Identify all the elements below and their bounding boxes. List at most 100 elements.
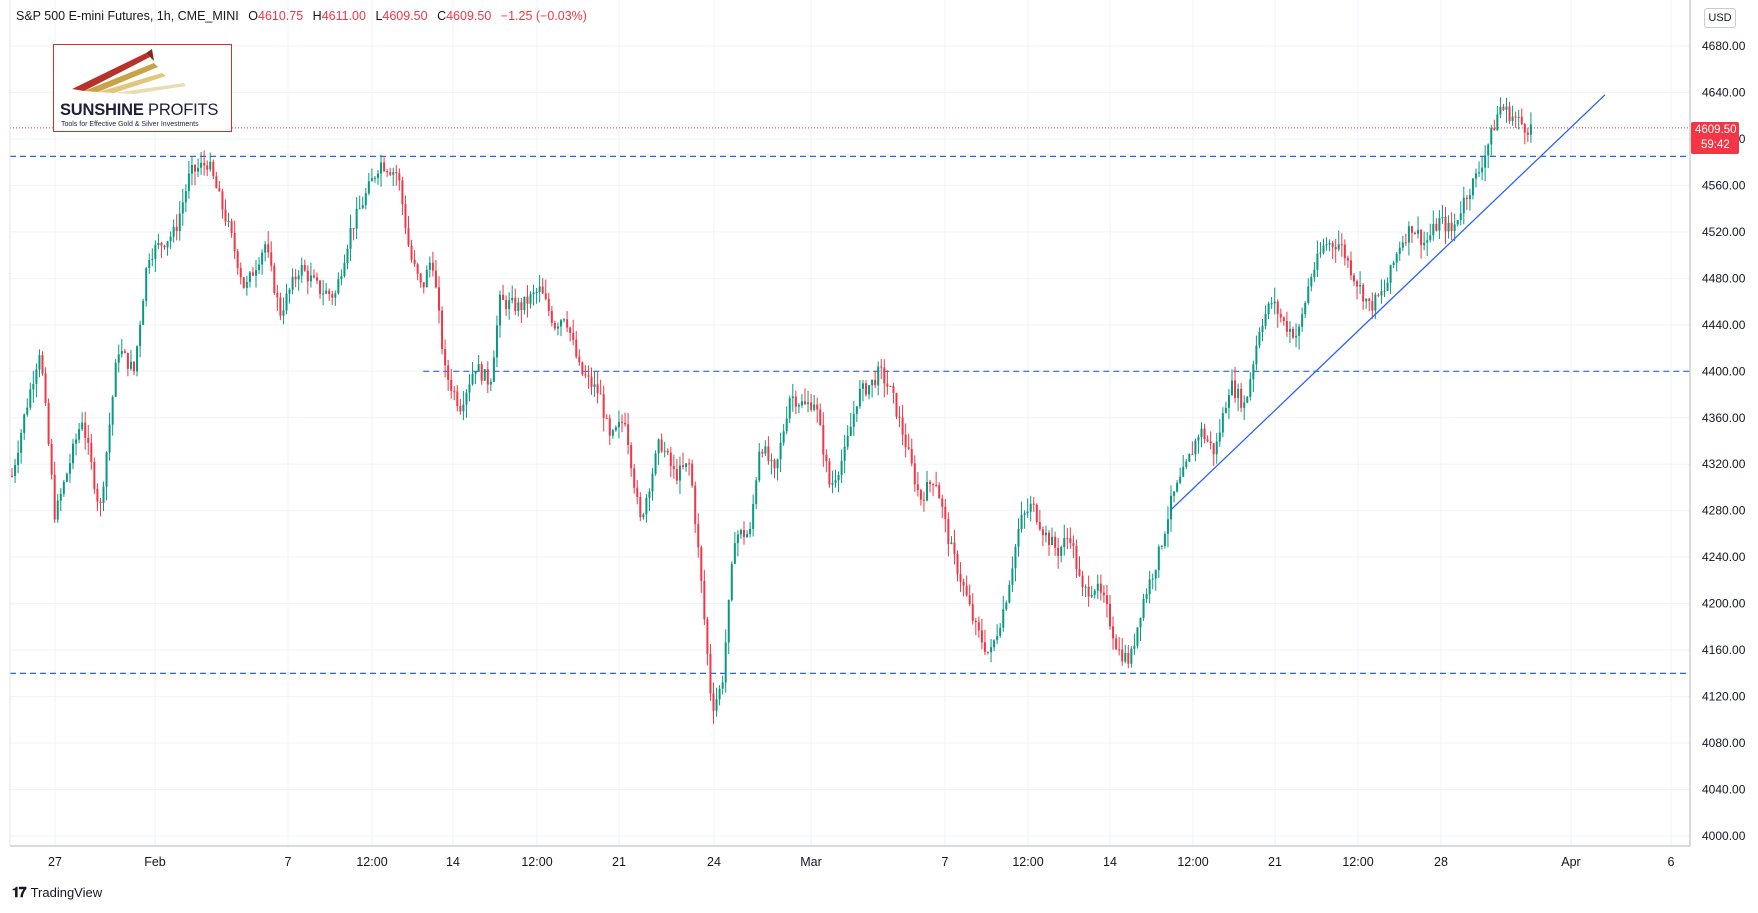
candle	[1032, 497, 1035, 512]
candle	[782, 423, 785, 446]
candle	[227, 212, 230, 228]
x-tick-label: 12:00	[1342, 855, 1373, 869]
candle	[785, 406, 788, 435]
candle	[139, 320, 142, 358]
logo-brand: SUNSHINE PROFITS	[60, 101, 218, 120]
candle	[654, 450, 657, 476]
logo-swoosh-icon	[72, 49, 186, 94]
candle	[544, 279, 547, 301]
candle	[291, 268, 294, 295]
candle	[1438, 210, 1441, 240]
logo-brand-bold: SUNSHINE	[60, 101, 144, 119]
candle	[703, 569, 706, 626]
candle	[23, 413, 26, 440]
candle	[477, 354, 480, 372]
candle	[1173, 491, 1176, 503]
candle	[977, 616, 980, 638]
candle	[813, 394, 816, 412]
candle	[1377, 293, 1380, 298]
candle	[1121, 637, 1124, 666]
candle	[1051, 527, 1054, 545]
candle	[62, 479, 65, 497]
candle	[819, 403, 822, 426]
candle	[236, 248, 239, 275]
x-tick-label: 24	[707, 855, 721, 869]
candle	[1109, 594, 1111, 630]
candle	[1450, 212, 1453, 241]
candle	[1319, 241, 1322, 258]
candle	[599, 379, 602, 395]
candle	[17, 440, 20, 474]
candle	[358, 195, 361, 210]
candle	[642, 512, 645, 520]
candle	[306, 265, 309, 295]
candle	[35, 363, 38, 398]
candle	[1276, 299, 1279, 328]
candle	[1008, 580, 1011, 604]
candle	[804, 388, 806, 406]
candle	[660, 433, 663, 454]
candle	[355, 197, 358, 240]
candle	[706, 616, 709, 666]
candle	[1414, 231, 1416, 235]
candle	[855, 406, 858, 422]
candle	[1392, 260, 1395, 268]
current-price-value: 4609.50	[1695, 124, 1737, 136]
candle	[1484, 145, 1487, 182]
high-value: 4611.00	[321, 9, 366, 23]
logo-brand-thin: PROFITS	[143, 101, 219, 119]
candle	[453, 385, 456, 401]
symbol-title[interactable]: S&P 500 E-mini Futures, 1h, CME_MINI	[16, 9, 239, 23]
candle	[700, 545, 703, 593]
candle	[264, 241, 267, 262]
candle	[944, 498, 947, 533]
candle	[422, 282, 425, 294]
logo-tagline: Tools for Effective Gold & Silver Invest…	[61, 121, 199, 128]
candle	[1243, 395, 1246, 421]
candle	[499, 290, 501, 338]
candle	[160, 241, 163, 258]
candle	[480, 361, 483, 385]
candle	[584, 365, 587, 379]
candle	[1441, 204, 1444, 224]
candle	[733, 532, 736, 565]
candle	[163, 244, 166, 250]
candle	[1435, 218, 1438, 232]
tradingview-attribution[interactable]: 𝟏𝟕 TradingView	[12, 884, 102, 901]
candle	[791, 383, 794, 412]
candle	[871, 379, 874, 398]
candle	[90, 433, 93, 470]
candle	[916, 471, 919, 497]
low-label: L	[375, 9, 383, 23]
candle	[547, 292, 550, 317]
currency-button[interactable]: USD	[1704, 8, 1736, 28]
candle	[630, 442, 633, 477]
candle	[404, 195, 407, 235]
candle	[1212, 443, 1215, 466]
candle	[1029, 495, 1032, 522]
candle	[752, 494, 755, 537]
candle	[852, 400, 855, 436]
candle	[1255, 335, 1258, 371]
candle	[187, 160, 190, 199]
candle	[1206, 435, 1209, 443]
candle	[392, 167, 395, 187]
candle	[294, 269, 297, 288]
candle	[447, 359, 450, 391]
candle	[953, 529, 956, 565]
y-tick-label: 4640.00	[1702, 85, 1746, 99]
candle	[1069, 527, 1072, 549]
candle	[666, 448, 669, 456]
candle	[1389, 264, 1392, 295]
candle	[279, 292, 282, 321]
candle	[32, 370, 35, 403]
y-tick-label: 4280.00	[1702, 504, 1746, 518]
candle	[1386, 277, 1389, 291]
trend-line[interactable]	[1169, 94, 1606, 512]
candle	[221, 188, 224, 219]
candle	[1102, 585, 1105, 603]
candle	[288, 287, 291, 304]
candle	[1508, 101, 1511, 124]
